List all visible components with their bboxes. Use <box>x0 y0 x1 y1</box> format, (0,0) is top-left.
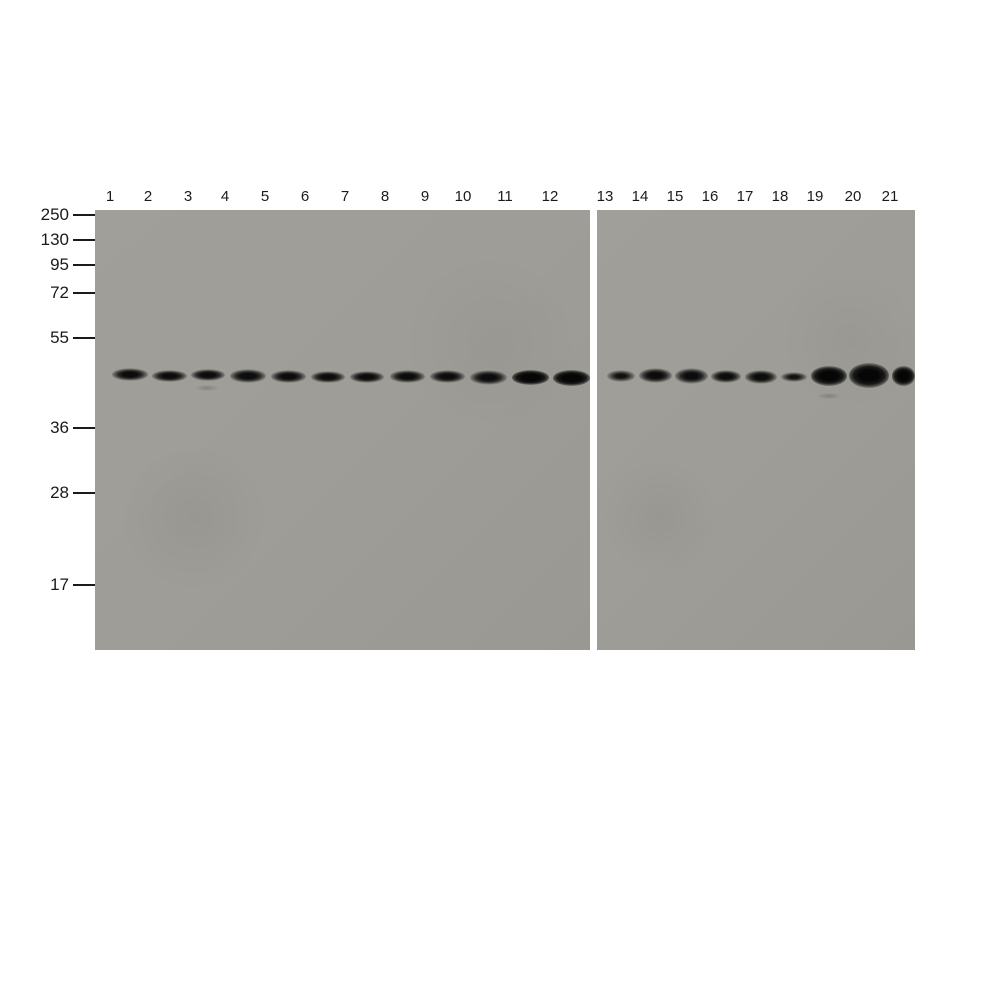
band-lane-9 <box>430 370 465 383</box>
lane-label-9: 9 <box>410 188 440 205</box>
band-lane-2 <box>152 370 187 382</box>
lane-label-16: 16 <box>695 188 725 205</box>
lane-label-18: 18 <box>765 188 795 205</box>
band-lane-6 <box>311 371 345 383</box>
mw-label-72: 72 <box>50 283 95 303</box>
mw-label-130: 130 <box>41 230 95 250</box>
band-lane-10 <box>470 370 507 385</box>
lane-label-6: 6 <box>290 188 320 205</box>
mw-label-36: 36 <box>50 418 95 438</box>
lane-label-3: 3 <box>173 188 203 205</box>
lane-label-11: 11 <box>490 188 520 205</box>
band-lane-4 <box>230 369 266 383</box>
mw-label-55: 55 <box>50 328 95 348</box>
band-lane-21 <box>892 366 915 386</box>
band-lane-16 <box>711 370 741 383</box>
membrane-texture <box>95 210 590 650</box>
band-lane-19 <box>815 392 843 400</box>
membrane-texture <box>597 210 915 650</box>
lane-label-7: 7 <box>330 188 360 205</box>
band-lane-8 <box>390 370 425 383</box>
mw-label-250: 250 <box>41 205 95 225</box>
lane-label-10: 10 <box>448 188 478 205</box>
band-lane-13 <box>607 370 635 382</box>
mw-label-17: 17 <box>50 575 95 595</box>
lane-label-17: 17 <box>730 188 760 205</box>
western-blot: 123456789101112131415161718192021 250130… <box>95 210 915 650</box>
band-lane-1 <box>112 368 148 381</box>
band-lane-17 <box>745 370 777 384</box>
lane-label-19: 19 <box>800 188 830 205</box>
band-lane-18 <box>781 372 807 382</box>
band-lane-14 <box>639 368 672 383</box>
band-lane-3 <box>191 369 225 381</box>
lane-label-13: 13 <box>590 188 620 205</box>
band-lane-20 <box>849 363 889 388</box>
mw-label-28: 28 <box>50 483 95 503</box>
band-lane-12 <box>553 370 590 386</box>
lane-label-14: 14 <box>625 188 655 205</box>
lane-label-21: 21 <box>875 188 905 205</box>
lane-label-5: 5 <box>250 188 280 205</box>
band-lane-5 <box>271 370 306 383</box>
membrane-left <box>95 210 590 650</box>
band-lane-11 <box>512 370 549 385</box>
mw-labels: 250130957255362817 <box>40 210 95 650</box>
lane-label-20: 20 <box>838 188 868 205</box>
lane-label-2: 2 <box>133 188 163 205</box>
mw-label-95: 95 <box>50 255 95 275</box>
band-lane-7 <box>350 371 384 383</box>
lane-label-15: 15 <box>660 188 690 205</box>
lane-label-4: 4 <box>210 188 240 205</box>
band-lane-3 <box>193 384 221 392</box>
lane-label-12: 12 <box>535 188 565 205</box>
lane-label-8: 8 <box>370 188 400 205</box>
band-lane-19 <box>811 366 847 386</box>
membrane-right <box>597 210 915 650</box>
lane-label-1: 1 <box>95 188 125 205</box>
band-lane-15 <box>675 368 708 384</box>
lane-labels: 123456789101112131415161718192021 <box>95 188 915 210</box>
